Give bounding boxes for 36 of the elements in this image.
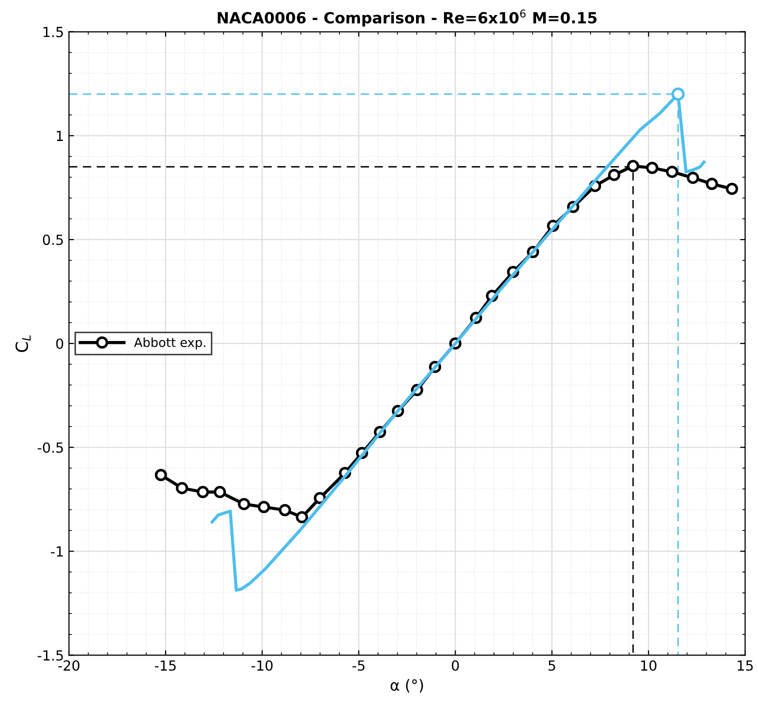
point: [686, 172, 700, 184]
y-tick-label: -1.5: [38, 650, 63, 661]
point: [154, 468, 168, 482]
y-tick-label: 1: [56, 130, 63, 141]
point: [196, 486, 209, 498]
x-tick-label: 5: [548, 660, 556, 671]
point: [238, 498, 250, 510]
point: [608, 168, 620, 182]
point: [296, 511, 308, 524]
point: [646, 162, 658, 174]
point: [666, 166, 678, 178]
point: [706, 178, 718, 190]
point: [278, 504, 292, 516]
x-tick-label: 0: [452, 660, 459, 671]
point: [176, 482, 188, 494]
y-tick-label: 1.5: [44, 26, 63, 38]
point: [214, 486, 226, 498]
point: [258, 500, 270, 514]
point: [314, 492, 326, 504]
x-tick-label: -20: [58, 660, 80, 671]
point: [626, 160, 640, 172]
x-tick-label: 15: [738, 660, 753, 671]
legend-label: Abbott exp.: [134, 337, 206, 350]
y-tick-label: 0.5: [42, 234, 63, 246]
y-axis-title: C$_{L}$: [15, 335, 31, 352]
y-tick-label: 0: [56, 338, 64, 349]
x-tick-label: -15: [154, 660, 176, 671]
x-tick-label: 10: [641, 660, 656, 671]
chart-title: NACA0006 - Comparison - Re=6x10$^{6}$ M=0.15: [218, 10, 597, 26]
y-tick-label: -0.5: [38, 442, 63, 453]
point: [671, 87, 685, 101]
y-tick-label: -1: [50, 546, 63, 557]
x-axis-title: α (°): [390, 679, 423, 693]
point: [726, 182, 738, 195]
x-tick-label: -5: [352, 660, 364, 671]
x-tick-label: -10: [251, 660, 273, 671]
